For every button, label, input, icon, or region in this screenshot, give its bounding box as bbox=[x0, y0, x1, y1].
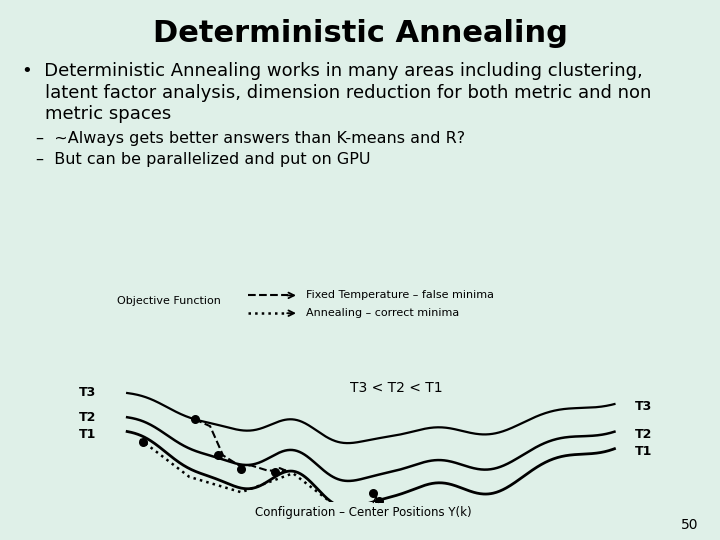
Text: T3: T3 bbox=[635, 400, 652, 413]
Point bbox=[189, 415, 200, 423]
Point bbox=[269, 467, 281, 476]
Text: T1: T1 bbox=[78, 428, 96, 441]
Text: •  Deterministic Annealing works in many areas including clustering,: • Deterministic Annealing works in many … bbox=[22, 62, 642, 80]
Point bbox=[373, 497, 384, 505]
Text: Objective Function: Objective Function bbox=[117, 296, 220, 306]
Text: –  But can be parallelized and put on GPU: – But can be parallelized and put on GPU bbox=[36, 152, 371, 167]
Text: T2: T2 bbox=[635, 428, 652, 441]
Text: T3 < T2 < T1: T3 < T2 < T1 bbox=[351, 381, 443, 395]
Text: metric spaces: metric spaces bbox=[22, 105, 171, 123]
Text: Configuration – Center Positions Y(k): Configuration – Center Positions Y(k) bbox=[256, 507, 472, 519]
Point bbox=[137, 437, 148, 446]
Text: 50: 50 bbox=[681, 518, 698, 532]
Text: Deterministic Annealing: Deterministic Annealing bbox=[153, 19, 567, 48]
Point bbox=[368, 489, 379, 498]
Text: latent factor analysis, dimension reduction for both metric and non: latent factor analysis, dimension reduct… bbox=[22, 84, 651, 102]
Text: T2: T2 bbox=[78, 411, 96, 424]
Text: Annealing – correct minima: Annealing – correct minima bbox=[306, 308, 459, 318]
Point bbox=[212, 450, 224, 459]
Text: T1: T1 bbox=[635, 446, 652, 458]
Text: Fixed Temperature – false minima: Fixed Temperature – false minima bbox=[306, 291, 494, 300]
Text: T3: T3 bbox=[78, 386, 96, 399]
Point bbox=[235, 465, 247, 474]
Text: –  ~Always gets better answers than K-means and R?: – ~Always gets better answers than K-mea… bbox=[36, 131, 465, 146]
